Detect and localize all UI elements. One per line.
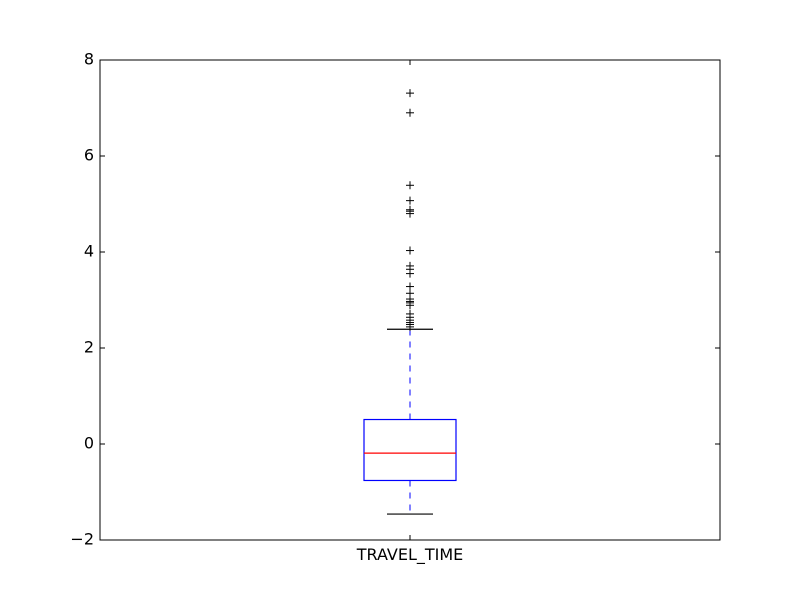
ticks-layer: −2 0 2 4 6 8 TRAVEL_TIME — [70, 50, 720, 565]
outlier-point — [406, 309, 414, 318]
outlier-point — [406, 89, 414, 98]
y-tick-label: −2 — [70, 530, 94, 549]
y-tick-label: 6 — [84, 146, 94, 165]
plot-layer — [363, 89, 457, 515]
outlier-point — [406, 289, 414, 298]
outlier-point — [406, 261, 414, 270]
y-tick-label: 4 — [84, 242, 94, 261]
outlier-point — [406, 108, 414, 117]
y-tick-label: 0 — [84, 434, 94, 453]
x-tick-label: TRAVEL_TIME — [356, 545, 464, 565]
y-tick-label: 2 — [84, 338, 94, 357]
iqr-box — [363, 418, 457, 482]
outlier-point — [406, 205, 414, 214]
outlier-point — [406, 196, 414, 205]
outlier-point — [406, 282, 414, 291]
outlier-point — [406, 246, 414, 255]
outlier-point — [406, 181, 414, 190]
y-tick-label: 8 — [84, 50, 94, 69]
